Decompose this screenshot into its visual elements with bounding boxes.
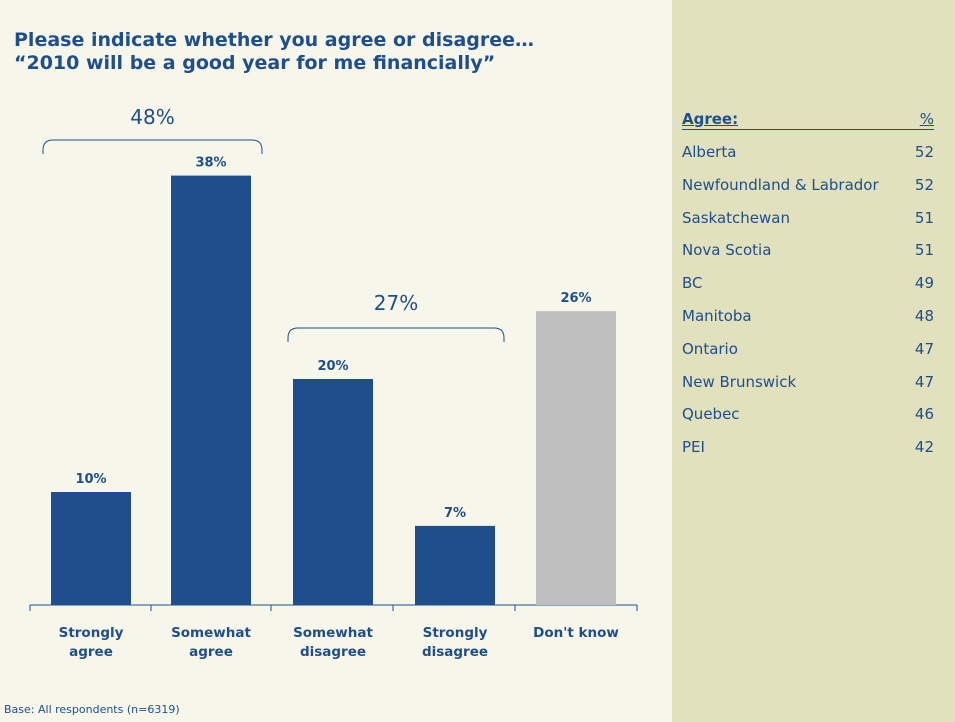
table-header-label: Agree: <box>682 110 739 128</box>
data-label: 26% <box>560 291 591 306</box>
bar <box>415 525 495 605</box>
region-name: BC <box>682 274 703 293</box>
region-name: Quebec <box>682 405 740 424</box>
table-header: Agree: % <box>682 110 934 132</box>
chart-title-line-2: “2010 will be a good year for me financi… <box>14 52 496 74</box>
table-row: New Brunswick 47 <box>682 373 934 395</box>
x-tick-label: Somewhat <box>171 625 251 641</box>
region-agree-percent: 49 <box>914 274 934 293</box>
bar <box>171 175 251 605</box>
data-label: 38% <box>195 156 226 171</box>
data-label: 10% <box>75 472 106 487</box>
region-agree-percent: 48 <box>914 307 934 325</box>
table-row: BC 49 <box>682 274 934 296</box>
x-tick-label: Don't know <box>533 625 619 641</box>
region-agree-percent: 51 <box>914 208 934 227</box>
x-tick-label: disagree <box>300 644 366 660</box>
bar <box>293 379 373 605</box>
region-agree-percent: 47 <box>914 339 934 358</box>
region-name: Ontario <box>682 339 738 358</box>
x-tick-label: agree <box>69 644 113 660</box>
region-name: Alberta <box>682 143 737 161</box>
region-name: Newfoundland & Labrador <box>682 175 879 194</box>
region-agree-percent: 52 <box>914 143 934 161</box>
region-agree-percent: 52 <box>914 175 934 194</box>
group-total-label: 27% <box>374 291 418 315</box>
region-agree-percent: 46 <box>914 405 934 424</box>
table-row: Saskatchewan 51 <box>682 209 934 231</box>
region-name: PEI <box>682 438 705 457</box>
table-row: Newfoundland & Labrador 52 <box>682 176 934 198</box>
table-header-unit: % <box>919 110 934 128</box>
table-row: Quebec 46 <box>682 405 934 427</box>
bar <box>536 311 616 605</box>
x-tick-label: Strongly <box>59 625 124 641</box>
table-row: Manitoba 48 <box>682 307 934 329</box>
table-row: Nova Scotia 51 <box>682 241 934 263</box>
group-bracket <box>287 327 505 342</box>
region-name: New Brunswick <box>682 372 797 391</box>
table-header-rule <box>682 129 934 130</box>
region-name: Nova Scotia <box>682 241 772 260</box>
bar <box>51 492 131 605</box>
data-label: 7% <box>444 506 466 521</box>
data-label: 20% <box>317 359 348 374</box>
bar-chart: 10% Strongly agree 38% Somewhat agree 20% Somew… <box>29 105 638 660</box>
chart-title-line-1: Please indicate whether you agree or dis… <box>14 29 535 51</box>
region-agree-percent: 42 <box>914 438 934 457</box>
group-total-label: 48% <box>130 105 174 129</box>
table-row: PEI 42 <box>682 438 934 460</box>
region-agree-percent: 47 <box>914 372 934 391</box>
x-tick-label: agree <box>189 644 233 660</box>
x-tick-label: Strongly <box>423 625 488 641</box>
region-agree-percent: 51 <box>914 241 934 260</box>
group-bracket <box>42 139 263 154</box>
table-row: Alberta 52 <box>682 143 934 165</box>
region-table-panel <box>672 0 955 722</box>
x-tick-label: Somewhat <box>293 625 373 641</box>
region-name: Saskatchewan <box>682 208 790 227</box>
x-tick-label: disagree <box>422 644 488 660</box>
base-footnote: Base: All respondents (n=6319) <box>4 703 180 716</box>
table-row: Ontario 47 <box>682 340 934 362</box>
region-name: Manitoba <box>682 307 752 325</box>
